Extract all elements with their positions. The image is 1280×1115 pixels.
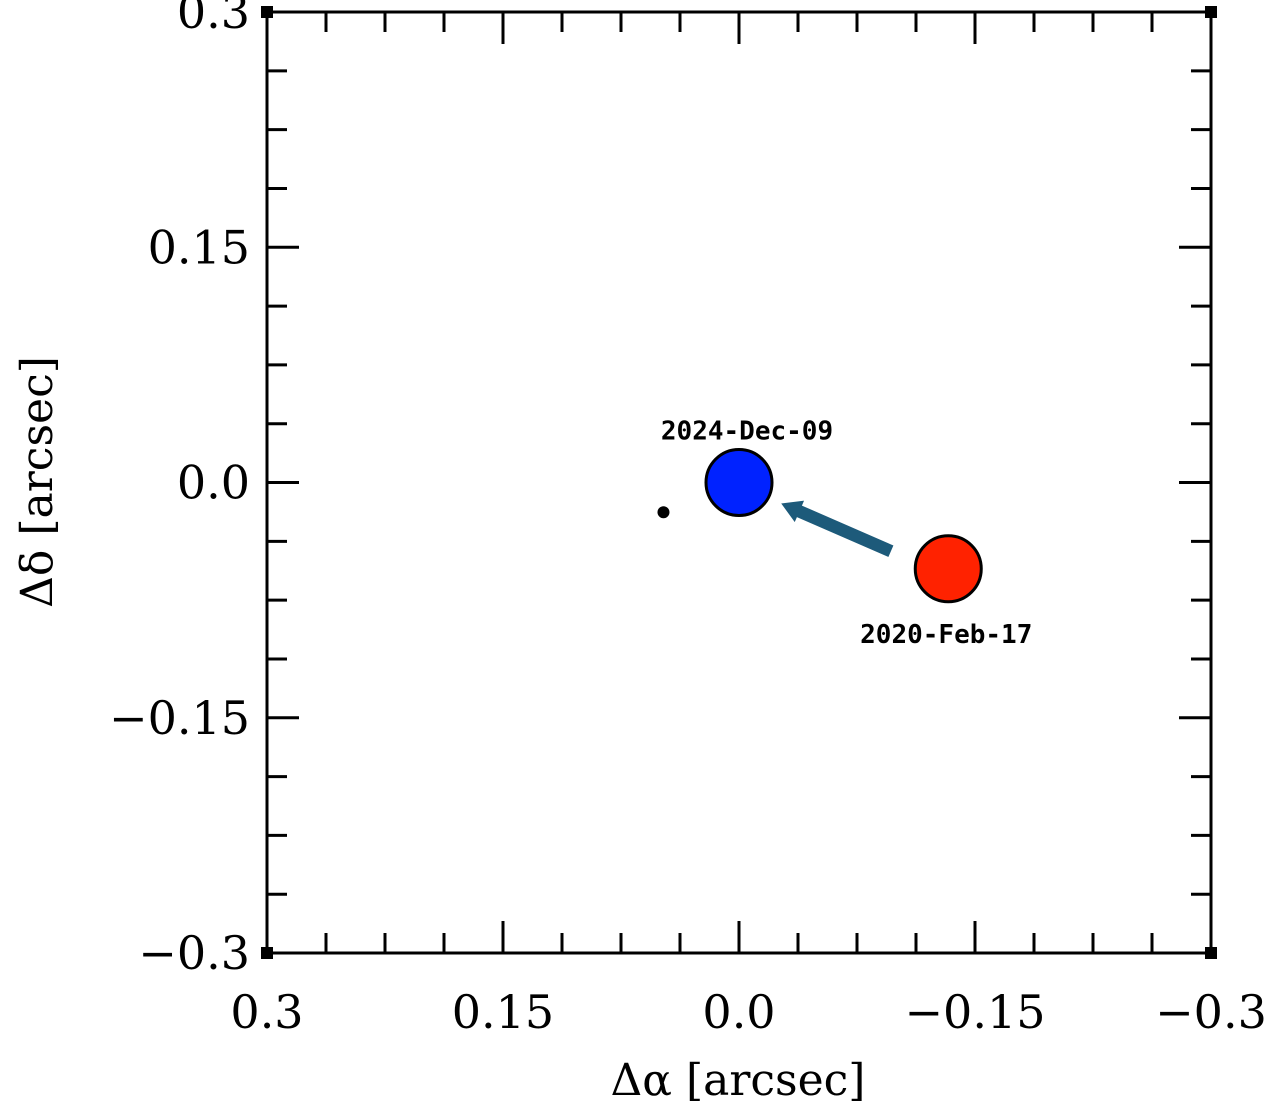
axis-ticks [265, 10, 1213, 955]
y-axis-title: Δδ [arcsec] [12, 356, 63, 608]
point-label: 2020-Feb-17 [860, 620, 1032, 650]
point-labels: 2024-Dec-09 2020-Feb-17 [661, 417, 1032, 650]
motion-arrow [778, 498, 896, 559]
plot-frame [265, 10, 1213, 955]
y-tick-label: −0.3 [138, 926, 250, 980]
y-tick-label: 0.3 [177, 0, 250, 39]
point-2024-dec-09 [704, 448, 774, 517]
y-tick-label: −0.15 [109, 691, 250, 745]
reference-point [657, 506, 670, 519]
x-tick-label: 0.15 [452, 985, 554, 1039]
frame-corner [1205, 6, 1217, 18]
x-tick-label: −0.15 [905, 985, 1046, 1039]
x-tick-label: −0.3 [1155, 985, 1267, 1039]
point-label: 2024-Dec-09 [661, 417, 833, 447]
y-tick-label: 0.15 [148, 220, 250, 274]
y-tick-label: 0.0 [177, 456, 250, 510]
frame-corner [261, 947, 273, 959]
frame-corner [1205, 947, 1217, 959]
data-points [657, 448, 983, 604]
frame-corner [261, 6, 273, 18]
tick-labels: 0.3 0.15 0.0 −0.15 −0.30.30.150.0−0.15−0.3 [109, 0, 1267, 1039]
arrow-shaft-head [778, 498, 896, 559]
x-tick-label: 0.3 [230, 985, 303, 1039]
frame-corners [261, 6, 1217, 959]
point-2020-feb-17 [913, 534, 983, 604]
x-axis-title: Δα [arcsec] [611, 1055, 866, 1106]
x-tick-label: 0.0 [702, 985, 775, 1039]
